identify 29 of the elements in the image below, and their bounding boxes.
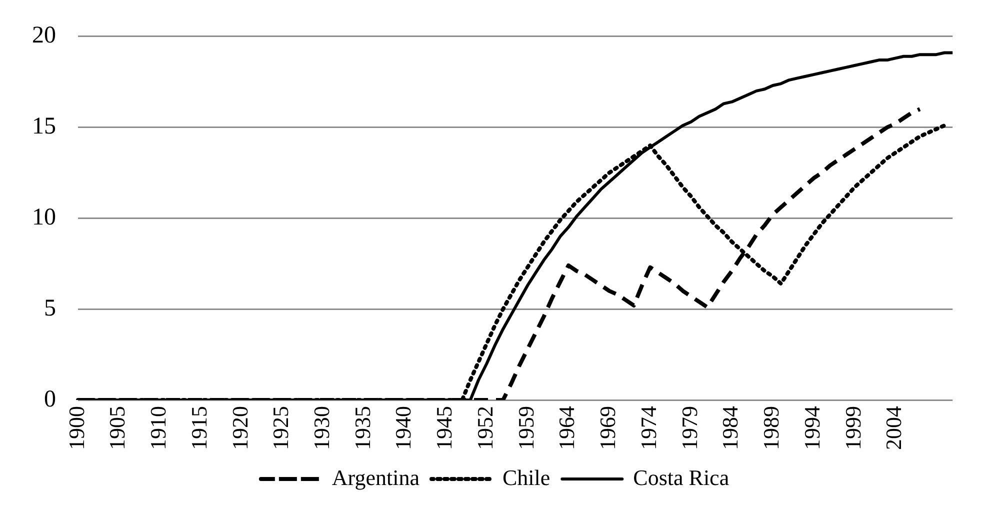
x-tick-label: 1915 (186, 406, 212, 450)
x-tick-label: 1984 (718, 406, 743, 450)
y-tick-label: 5 (44, 295, 56, 322)
x-tick-label: 2004 (881, 406, 906, 450)
x-tick-label: 1935 (350, 406, 375, 450)
x-tick-label: 1999 (840, 406, 866, 450)
x-tick-label: 1920 (227, 406, 252, 450)
x-tick-label: 1900 (64, 406, 89, 450)
x-tick-label: 1989 (758, 406, 784, 450)
y-tick-label: 15 (32, 114, 56, 140)
legend-label: Costa Rica (633, 464, 730, 490)
x-tick-label: 1925 (268, 406, 294, 450)
x-tick-label: 1910 (146, 406, 171, 450)
x-tick-label: 1952 (472, 406, 498, 450)
y-tick-label: 0 (44, 386, 56, 412)
y-tick-label: 10 (32, 204, 56, 230)
x-tick-label: 1945 (432, 406, 457, 450)
x-tick-label: 1974 (636, 406, 661, 450)
x-tick-label: 1940 (390, 406, 416, 450)
legend-label: Argentina (332, 464, 420, 490)
x-tick-label: 1959 (513, 406, 538, 450)
x-tick-label: 1905 (104, 406, 130, 450)
x-tick-label: 1979 (676, 406, 702, 450)
x-tick-label: 1969 (595, 406, 620, 450)
legend-label: Chile (502, 464, 550, 490)
x-tick-label: 1930 (308, 406, 334, 450)
x-tick-label: 1964 (554, 406, 580, 450)
y-tick-label: 20 (32, 22, 56, 49)
x-tick-label: 1994 (799, 406, 824, 450)
